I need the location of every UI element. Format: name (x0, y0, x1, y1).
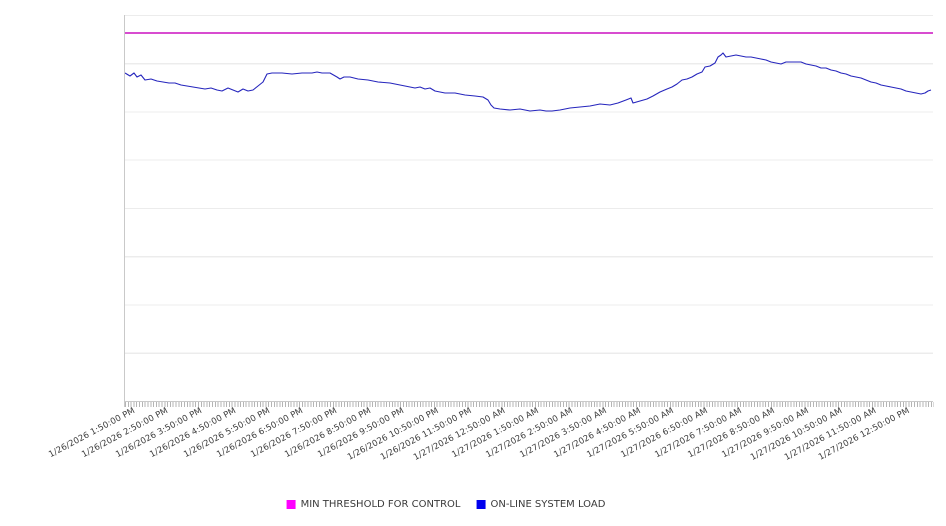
x-axis-label: 1/26/2026 2:50:00 PM (80, 406, 171, 461)
x-axis-label: 1/27/2026 3:50:00 AM (518, 406, 609, 461)
x-axis-label: 1/27/2026 4:50:00 AM (551, 406, 643, 461)
x-axis-minor-ticks (125, 402, 934, 407)
y-axis-line (124, 15, 125, 407)
x-axis-label: 1/26/2026 5:50:00 PM (181, 406, 272, 461)
legend-item-min-threshold[interactable]: MIN THRESHOLD FOR CONTROL (286, 499, 461, 510)
x-axis-label: 1/26/2026 4:50:00 PM (148, 406, 238, 461)
x-axis-label: 1/26/2026 7:50:00 PM (249, 406, 339, 461)
legend-label-online-system-load: ON-LINE SYSTEM LOAD (490, 499, 606, 510)
x-axis-label: 1/27/2026 5:50:00 AM (585, 406, 676, 461)
x-axis-label: 1/26/2026 9:50:00 PM (316, 406, 407, 461)
x-axis-label: 1/26/2026 8:50:00 PM (282, 406, 373, 461)
online-system-load-swatch-icon (476, 500, 486, 509)
online-system-load-line (125, 52, 932, 112)
legend-label-min-threshold: MIN THRESHOLD FOR CONTROL (300, 499, 461, 510)
min-threshold-swatch-icon (286, 500, 296, 509)
x-axis-label: 1/27/2026 6:50:00 AM (619, 406, 710, 461)
series-lines (125, 32, 933, 112)
x-axis-label: 1/27/2026 11:50:00 AM (782, 406, 879, 463)
x-axis-label: 1/26/2026 6:50:00 PM (215, 406, 306, 461)
x-axis-label: 1/26/2026 3:50:00 PM (114, 406, 205, 461)
x-axis-label: 1/27/2026 1:50:00 AM (450, 406, 542, 461)
legend-item-online-system-load[interactable]: ON-LINE SYSTEM LOAD (476, 499, 605, 510)
x-axis-label: 1/27/2026 7:50:00 AM (653, 406, 744, 461)
x-axis-label: 1/27/2026 8:50:00 AM (686, 406, 777, 461)
x-axis-label: 1/26/2026 1:50:00 PM (47, 406, 137, 461)
x-axis-label: 1/27/2026 2:50:00 AM (484, 406, 575, 461)
x-axis-label: 1/27/2026 12:50:00 PM (817, 406, 912, 463)
x-axis-label: 1/27/2026 9:50:00 AM (720, 406, 811, 461)
x-axis-label: 1/26/2026 10:50:00 PM (345, 406, 440, 463)
x-axis-label: 1/26/2026 11:50:00 PM (379, 406, 474, 463)
x-axis-label: 1/27/2026 12:50:00 AM (412, 406, 508, 463)
plot-area (125, 15, 933, 401)
chart-legend: MIN THRESHOLD FOR CONTROL ON-LINE SYSTEM… (286, 499, 605, 510)
x-axis-line (125, 401, 933, 402)
x-axis-label: 1/27/2026 10:50:00 AM (749, 406, 845, 463)
